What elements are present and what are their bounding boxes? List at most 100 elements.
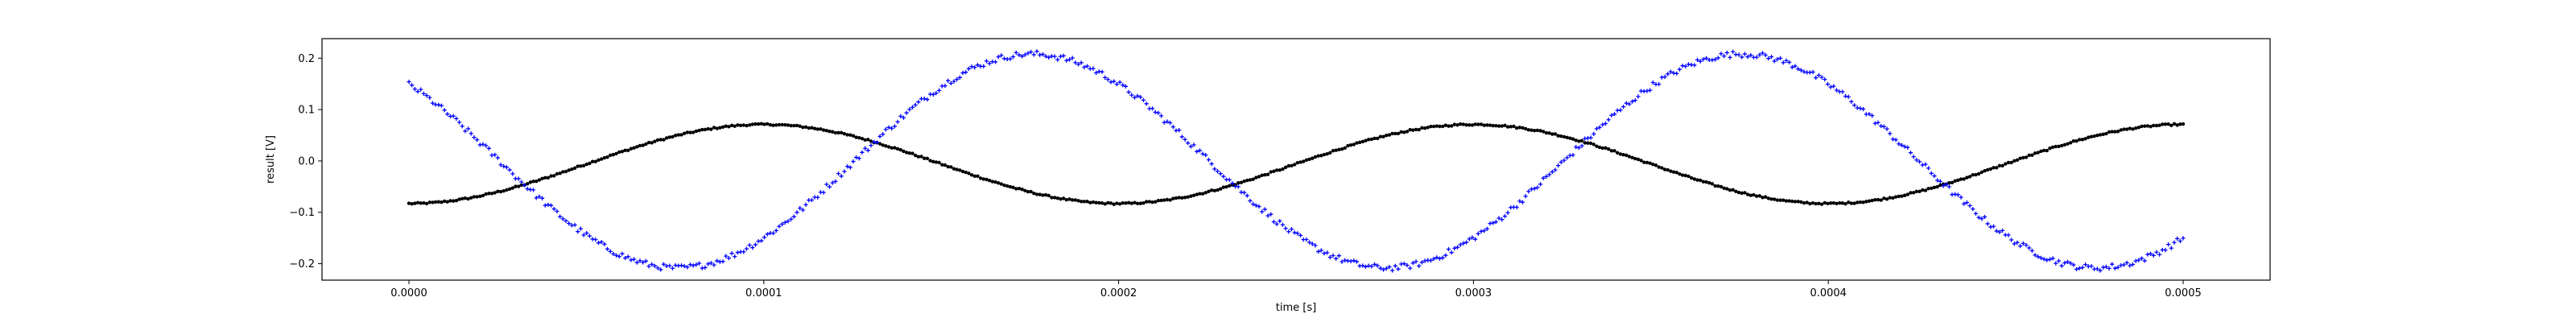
data-point: [1393, 131, 1397, 136]
data-point: [1459, 122, 1463, 126]
data-point: [427, 200, 431, 204]
data-point: [1405, 130, 1410, 134]
data-point: [1953, 192, 1958, 196]
data-point: [1239, 180, 1244, 184]
data-point: [1620, 105, 1626, 109]
data-point: [1449, 250, 1454, 255]
data-point: [844, 164, 850, 169]
data-point: [1781, 198, 1785, 202]
x-axis-ticks: 0.0000 0.0001 0.0002 0.0003 0.0004 0.0005: [390, 280, 2202, 299]
data-point: [635, 145, 639, 149]
data-point: [2157, 123, 2161, 127]
data-point: [1588, 141, 1593, 146]
data-point: [1132, 95, 1137, 100]
data-point: [1206, 157, 1212, 163]
data-point: [658, 267, 663, 272]
data-point: [1683, 64, 1688, 69]
data-point: [1170, 125, 1175, 130]
data-point: [1971, 207, 1975, 212]
data-point: [519, 183, 524, 188]
data-point: [1816, 72, 1822, 78]
data-point: [1802, 69, 1806, 74]
data-point: [2103, 264, 2108, 270]
data-point: [682, 131, 687, 135]
data-point: [564, 169, 568, 174]
data-point: [1715, 56, 1720, 60]
data-point: [1550, 132, 1554, 136]
data-point: [1761, 196, 1765, 200]
data-point: [1298, 160, 1302, 164]
data-point: [948, 80, 953, 86]
data-point: [1979, 217, 1984, 221]
data-point: [623, 148, 627, 152]
data-point: [2006, 160, 2011, 165]
data-point: [833, 179, 838, 184]
data-point: [812, 126, 817, 130]
data-point: [650, 141, 654, 145]
data-point: [502, 189, 506, 193]
data-point: [1114, 81, 1119, 87]
data-point: [1100, 201, 1104, 205]
data-point: [1909, 191, 1913, 195]
data-point: [1364, 138, 1368, 142]
data-point: [1763, 52, 1768, 57]
data-point: [1476, 122, 1480, 126]
data-point: [1041, 193, 1045, 197]
data-point: [985, 177, 989, 182]
data-point: [1500, 217, 1505, 222]
data-point: [1080, 200, 1084, 204]
data-point: [2015, 240, 2020, 245]
data-point: [2163, 122, 2168, 126]
data-point: [1313, 155, 1318, 159]
data-point: [1055, 57, 1060, 62]
data-point: [893, 146, 897, 150]
data-point: [703, 127, 708, 132]
data-point: [1343, 258, 1348, 262]
data-point: [735, 250, 741, 255]
data-point: [786, 123, 791, 127]
data-point: [809, 197, 815, 203]
data-point: [1311, 156, 1315, 160]
data-point: [561, 170, 565, 174]
data-point: [1704, 56, 1709, 60]
data-point: [2045, 148, 2049, 153]
y-tick-label: 0.0: [298, 155, 315, 167]
data-point: [1002, 183, 1006, 188]
data-point: [1775, 198, 1780, 202]
data-point: [1509, 125, 1513, 129]
data-point: [1597, 125, 1602, 130]
data-point: [708, 261, 713, 266]
data-point: [1597, 145, 1602, 150]
data-point: [1150, 200, 1154, 204]
data-point: [440, 200, 444, 204]
data-point: [943, 83, 947, 89]
data-point: [2149, 125, 2153, 129]
data-point: [964, 170, 968, 175]
data-point: [1038, 52, 1042, 57]
data-point: [833, 130, 838, 135]
data-point: [1343, 146, 1347, 151]
data-point: [2033, 151, 2037, 155]
data-point: [1212, 188, 1217, 192]
data-point: [664, 136, 669, 140]
data-point: [1562, 158, 1567, 163]
data-point: [641, 260, 646, 265]
data-point: [1891, 196, 1895, 200]
data-point: [546, 202, 551, 207]
data-point: [1897, 142, 1901, 147]
data-point: [1493, 220, 1498, 225]
data-point: [738, 123, 743, 127]
data-point: [1408, 266, 1413, 270]
data-point: [2089, 264, 2094, 269]
data-point: [1680, 173, 1685, 177]
data-point: [1112, 202, 1116, 206]
data-point: [898, 147, 902, 152]
data-point: [1698, 59, 1703, 64]
data-point: [1633, 98, 1637, 103]
data-point: [1618, 152, 1623, 156]
data-point: [780, 122, 784, 127]
data-point: [2009, 160, 2013, 165]
data-point: [1565, 155, 1570, 160]
data-point: [1879, 123, 1884, 129]
data-point: [1228, 184, 1232, 188]
